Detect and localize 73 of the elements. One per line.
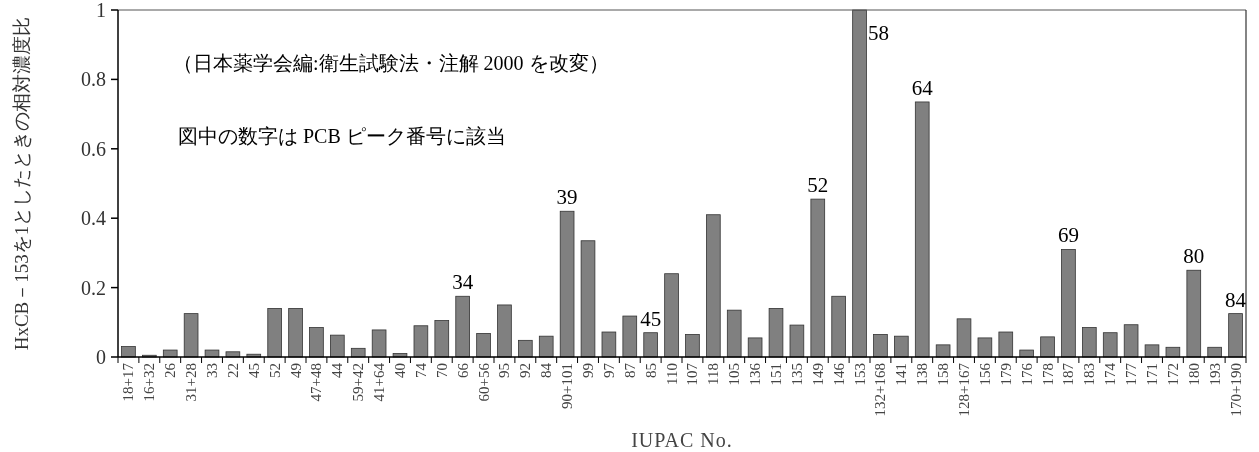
x-tick-label: 135 (788, 363, 805, 386)
x-tick-label: 107 (684, 362, 701, 386)
x-tick-label: 49 (287, 363, 304, 378)
x-tick-label: 70 (433, 363, 450, 378)
annotation: 34 (452, 270, 474, 295)
x-tick-label: 176 (1018, 362, 1035, 386)
x-tick-label: 110 (663, 363, 680, 385)
x-tick-label: 156 (976, 362, 993, 386)
x-tick-label: 45 (245, 363, 262, 378)
y-axis-title: HxCB－153を1としたときの相対濃度比 (11, 16, 32, 351)
x-tick-label: 193 (1206, 363, 1223, 386)
x-tick-label: 118 (705, 363, 722, 385)
annotation: 69 (1057, 223, 1079, 248)
x-tick-label: 170+190 (1227, 363, 1244, 417)
x-tick-label: 40 (392, 363, 408, 378)
x-tick-label: 26 (162, 362, 179, 378)
x-tick-label: 187 (1060, 362, 1077, 386)
x-tick-label: 22 (224, 363, 241, 378)
annotation: （日本薬学会編:衛生試験法・注解 2000 を改変） (173, 52, 609, 74)
x-tick-label: 18+17 (120, 362, 137, 402)
x-tick-label: 60+56 (475, 362, 492, 402)
x-tick-label: 136 (747, 362, 764, 386)
x-tick-label: 105 (726, 363, 743, 386)
x-tick-label: 146 (830, 362, 847, 386)
x-tick-label: 151 (768, 363, 784, 386)
y-tick-label: 0.2 (81, 276, 106, 299)
x-tick-label: 33 (204, 363, 220, 378)
x-tick-label: 95 (496, 363, 513, 378)
annotation: 39 (556, 185, 578, 210)
x-tick-label: 44 (329, 362, 346, 378)
x-tick-label: 141 (893, 363, 910, 386)
y-tick-label: 0.4 (81, 207, 106, 230)
x-tick-label: 92 (517, 363, 534, 378)
x-tick-label: 74 (412, 362, 429, 378)
annotation: 84 (1225, 287, 1247, 312)
x-tick-label: 99 (580, 363, 596, 378)
x-tick-label: 87 (621, 362, 638, 378)
x-tick-label: 59+42 (350, 363, 367, 402)
x-tick-label: 84 (538, 362, 555, 378)
y-tick-label: 1 (96, 0, 106, 21)
x-tick-label: 138 (914, 363, 931, 386)
x-tick-label: 178 (1039, 363, 1056, 386)
x-axis-title: IUPAC No. (631, 429, 733, 451)
x-tick-label: 128+167 (956, 362, 972, 417)
x-tick-label: 171 (1144, 363, 1160, 386)
x-tick-label: 172 (1164, 363, 1181, 386)
x-tick-label: 177 (1123, 362, 1140, 386)
annotation: 図中の数字は PCB ピーク番号に該当 (178, 125, 506, 147)
x-tick-label: 174 (1102, 362, 1119, 386)
x-tick-label: 41+64 (371, 362, 388, 402)
y-tick-label: 0.6 (81, 137, 106, 160)
x-tick-label: 179 (997, 363, 1014, 386)
x-tick-label: 66 (454, 362, 471, 378)
y-tick-label: 0.8 (81, 68, 106, 91)
x-tick-label: 97 (600, 362, 617, 378)
annotation: 52 (807, 173, 829, 198)
x-tick-label: 90+101 (559, 363, 576, 409)
annotation: 45 (640, 306, 662, 331)
x-tick-label: 16+32 (141, 363, 158, 402)
x-tick-label: 31+28 (183, 363, 200, 402)
x-tick-label: 180 (1185, 363, 1202, 386)
x-tick-label: 132+168 (872, 363, 889, 417)
x-tick-label: 153 (851, 363, 868, 386)
x-tick-label: 85 (642, 363, 659, 378)
annotation: 58 (867, 21, 889, 45)
y-tick-label: 0 (96, 346, 106, 368)
annotation: 80 (1183, 244, 1205, 269)
x-tick-label: 183 (1081, 363, 1098, 386)
x-tick-label: 52 (266, 363, 283, 378)
x-tick-label: 149 (809, 363, 826, 386)
x-tick-label: 158 (935, 363, 952, 386)
annotation: 64 (911, 75, 934, 100)
x-tick-label: 47+48 (308, 363, 325, 402)
